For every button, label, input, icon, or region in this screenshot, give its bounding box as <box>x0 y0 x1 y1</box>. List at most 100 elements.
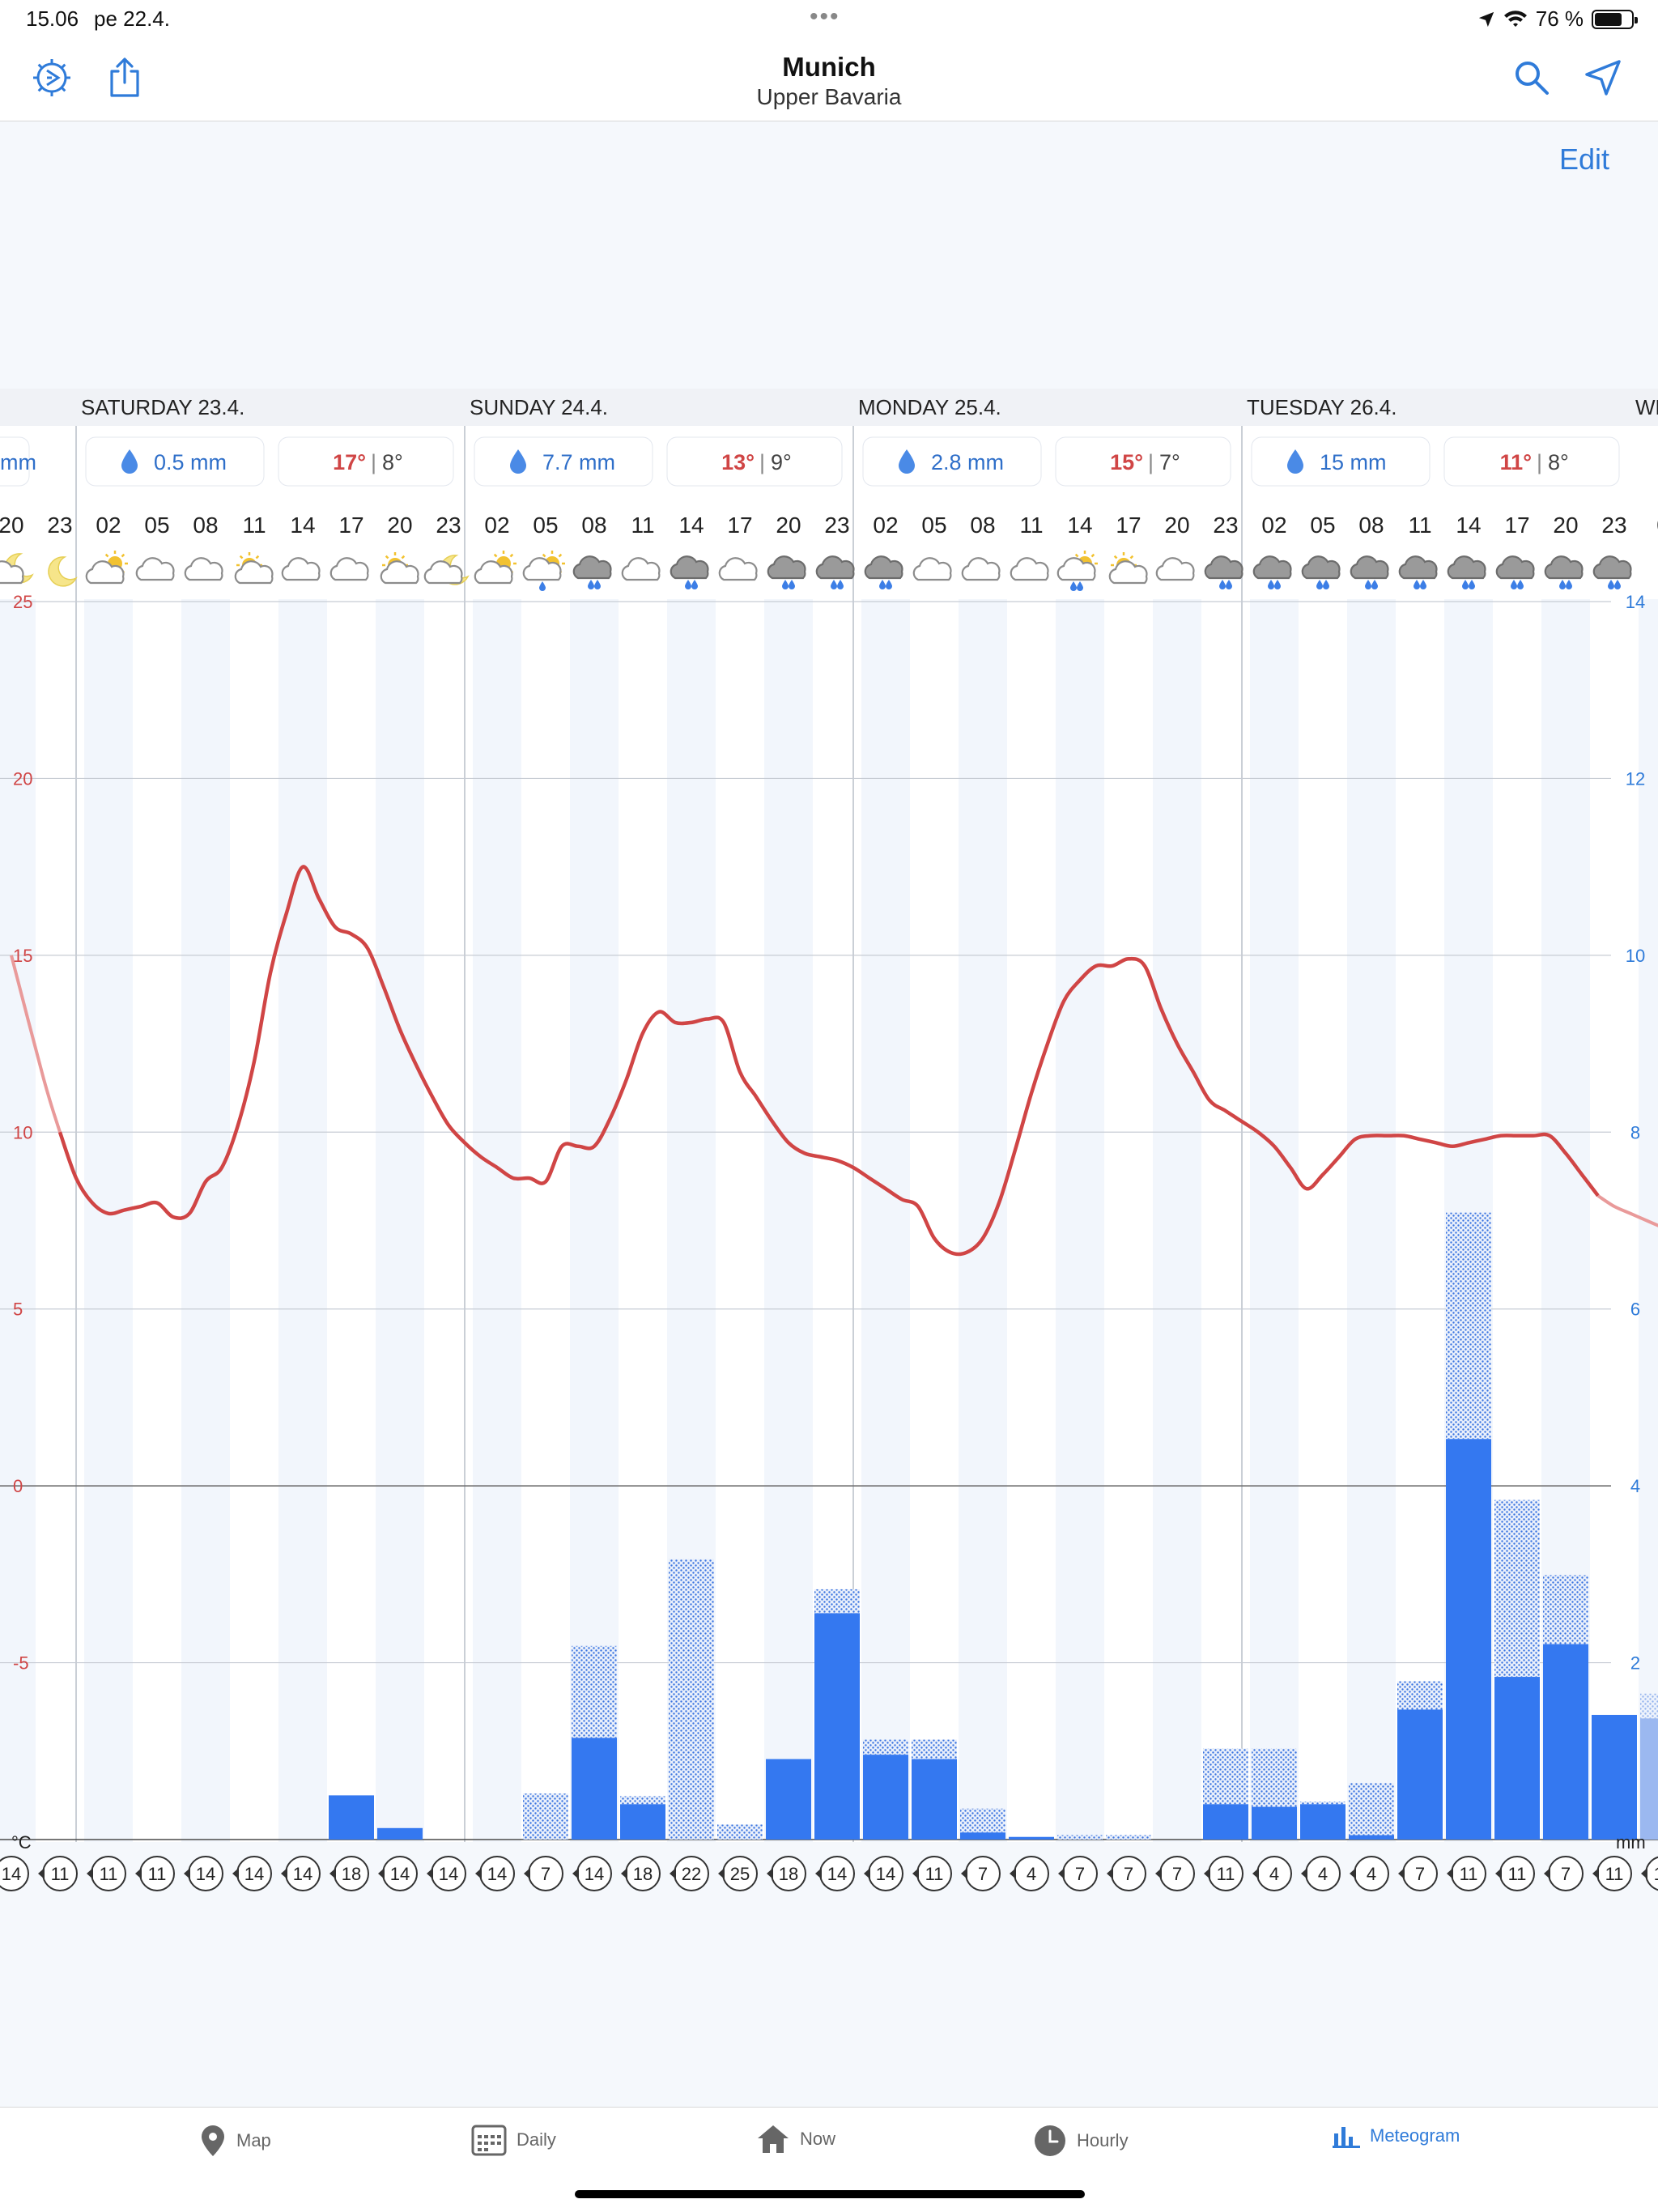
right-axis-tick: 2 <box>1630 1653 1640 1674</box>
temp-separator: | <box>759 450 765 474</box>
rain-icon <box>1301 555 1341 589</box>
hour-band <box>0 599 36 1842</box>
tab-map[interactable]: Map <box>199 2124 271 2158</box>
partly-cloudy-icon <box>380 552 419 585</box>
precip-bar <box>1252 1806 1297 1840</box>
wind-speed: 18 <box>779 1864 798 1884</box>
cloud-sun-icon <box>474 551 517 585</box>
wind-speed: 7 <box>1172 1864 1182 1884</box>
precip-pill <box>862 436 1042 487</box>
precip-probable-bar <box>1446 1212 1491 1440</box>
temp-pill <box>1055 436 1231 487</box>
hour-label: 05 <box>1310 513 1335 538</box>
hour-label: 20 <box>776 513 801 538</box>
precip-bar <box>329 1795 374 1840</box>
day-label: MONDAY 25.4. <box>858 395 1001 419</box>
day-high: 15° <box>1110 450 1143 474</box>
precip-probable-bar <box>1397 1681 1443 1710</box>
location-subtitle: Upper Bavaria <box>756 84 902 109</box>
tab-daily[interactable]: Daily <box>471 2124 556 2156</box>
wind-speed: 11 <box>51 1864 70 1884</box>
wind-speed: 11 <box>100 1864 118 1884</box>
wind-speed: 4 <box>1318 1864 1328 1884</box>
precip-bar <box>377 1827 423 1840</box>
wind-indicator: 14 <box>864 1856 903 1891</box>
wind-speed: 14 <box>487 1864 507 1884</box>
precip-probable-bar <box>717 1824 763 1840</box>
day-high: 13° <box>721 450 755 474</box>
rain-icon <box>815 555 855 589</box>
temperature-line-future <box>1596 1194 1658 1227</box>
search-icon[interactable] <box>1506 52 1558 104</box>
precip-probable-bar <box>669 1559 714 1840</box>
day-high: 11° <box>1500 450 1532 474</box>
multitasking-dots-icon[interactable]: ••• <box>810 3 840 30</box>
cloud-icon <box>961 557 1001 581</box>
hour-band <box>764 599 813 1842</box>
precip-bar <box>814 1613 860 1840</box>
day-low: 8° <box>1548 450 1569 474</box>
wind-indicator: 11 <box>135 1856 175 1891</box>
hour-band <box>570 599 619 1842</box>
meteogram-chart[interactable]: SATURDAY 23.4.0.5 mm 17° | 8°SUNDAY 24.4.7.… <box>0 267 1658 1959</box>
hour-label: 14 <box>1067 513 1092 538</box>
wind-indicator: 7 <box>1544 1856 1584 1891</box>
cloud-icon <box>329 557 369 581</box>
wind-indicator: 11 <box>1204 1856 1244 1891</box>
cloud-icon <box>912 557 952 581</box>
wind-indicator: 4 <box>1301 1856 1341 1891</box>
gear-icon[interactable] <box>26 52 78 104</box>
hour-label: 20 <box>387 513 412 538</box>
precip-probable-bar <box>523 1793 568 1840</box>
day-precip: 15 mm <box>1320 450 1387 474</box>
hour-band <box>1153 599 1201 1842</box>
hour-label: 14 <box>290 513 315 538</box>
cloud-icon <box>1010 557 1049 581</box>
wind-indicator: 7 <box>1058 1856 1098 1891</box>
cloud-sun-icon <box>85 551 128 585</box>
precip-bar <box>1300 1804 1346 1840</box>
bar-chart-icon <box>1333 2127 1360 2148</box>
cloud-icon <box>1155 557 1195 581</box>
day-low: 8° <box>382 450 403 474</box>
status-time: 15.06 <box>26 6 79 31</box>
raindrop-icon <box>510 449 526 474</box>
hour-band <box>1250 599 1299 1842</box>
hour-label: 23 <box>824 513 849 538</box>
wind-speed: 4 <box>1269 1864 1279 1884</box>
precip-bar <box>1640 1718 1658 1840</box>
hour-label: 23 <box>1213 513 1238 538</box>
hour-band <box>861 599 910 1842</box>
wind-speed: 14 <box>293 1864 312 1884</box>
hour-label: 17 <box>338 513 363 538</box>
precip-bar <box>1397 1709 1443 1840</box>
wind-indicator: 14 <box>281 1856 321 1891</box>
rain-icon <box>1252 555 1292 589</box>
precip-probable-bar <box>1543 1575 1588 1644</box>
edit-button[interactable]: Edit <box>1558 143 1609 176</box>
day-precip: 7.7 mm <box>542 450 615 474</box>
raindrop-icon <box>121 449 138 474</box>
partly-cloudy-icon <box>1108 552 1148 585</box>
precip-pill <box>0 436 30 487</box>
day-high: 17° <box>333 450 366 474</box>
tab-meteogram[interactable]: Meteogram <box>1333 2124 1460 2148</box>
wind-indicator: 22 <box>670 1856 709 1891</box>
left-axis-tick: -5 <box>13 1653 29 1674</box>
hour-label: 05 <box>144 513 169 538</box>
day-label: SATURDAY 23.4. <box>81 395 244 419</box>
tab-now[interactable]: Now <box>756 2124 835 2155</box>
tab-hourly[interactable]: Hourly <box>1033 2124 1129 2158</box>
wind-indicator: 14 <box>572 1856 612 1891</box>
precip-probable-bar <box>1349 1783 1394 1836</box>
location-arrow-icon[interactable] <box>1577 52 1629 104</box>
right-axis-tick: 6 <box>1630 1300 1640 1320</box>
wind-speed: 11 <box>925 1864 944 1884</box>
precip-pill <box>85 436 265 487</box>
wind-speed: 7 <box>1561 1864 1571 1884</box>
wind-indicator: 11 <box>1495 1856 1535 1891</box>
weather-icons-row <box>0 551 1632 591</box>
share-icon[interactable] <box>99 52 151 104</box>
wind-indicator: 7 <box>1155 1856 1195 1891</box>
right-axis-tick: 12 <box>1626 768 1645 789</box>
